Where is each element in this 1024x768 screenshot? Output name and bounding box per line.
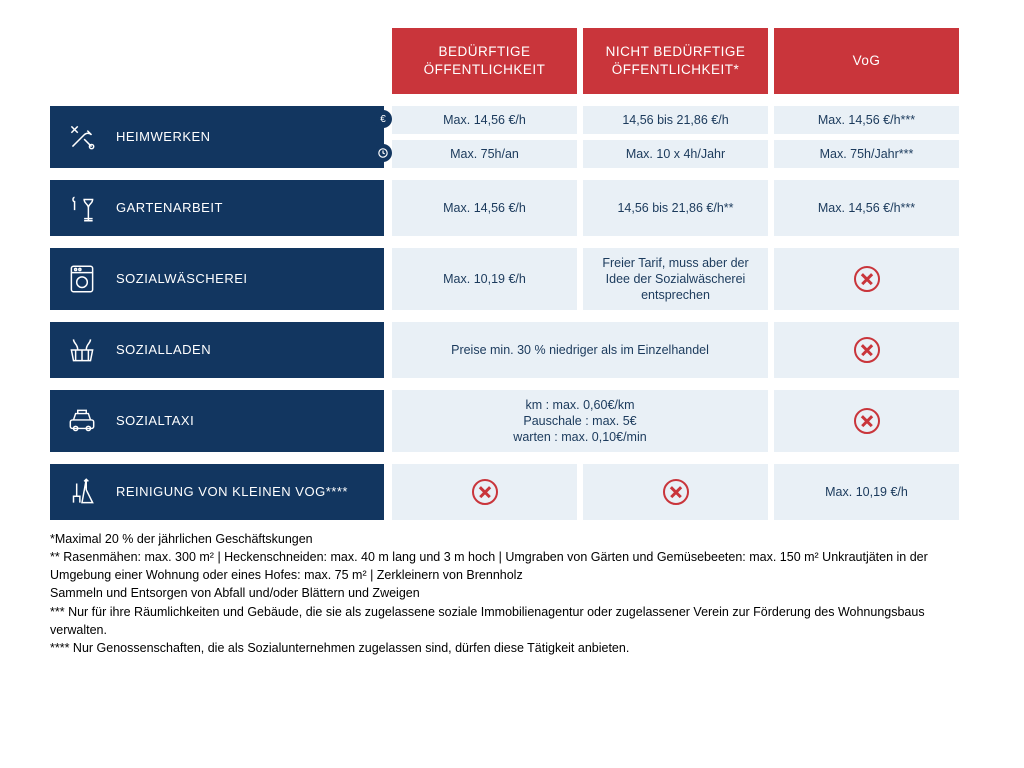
- cell-reinigung-3: Max. 10,19 €/h: [774, 464, 959, 520]
- cell-heimwerken-time-1: Max. 75h/an: [392, 140, 577, 168]
- basket-icon: [62, 333, 102, 367]
- cross-icon: [854, 337, 880, 363]
- cross-icon: [854, 408, 880, 434]
- cross-icon: [663, 479, 689, 505]
- cell-reinigung-2: [583, 464, 768, 520]
- washer-icon: [62, 262, 102, 296]
- cell-taxi-merged: km : max. 0,60€/km Pauschale : max. 5€ w…: [392, 390, 768, 452]
- tools-icon: [62, 120, 102, 154]
- euro-badge: €: [374, 110, 392, 128]
- row-label-reinigung: REINIGUNG VON KLEINEN VOG****: [50, 464, 384, 520]
- row-label-text: HEIMWERKEN: [116, 129, 211, 145]
- cell-laden-merged: Preise min. 30 % niedriger als im Einzel…: [392, 322, 768, 378]
- footnotes: *Maximal 20 % der jährlichen Geschäftsku…: [50, 530, 974, 657]
- footnote-line: *Maximal 20 % der jährlichen Geschäftsku…: [50, 530, 974, 548]
- cell-heimwerken-euro-1: Max. 14,56 €/h: [392, 106, 577, 134]
- cell-waescherei-1: Max. 10,19 €/h: [392, 248, 577, 310]
- cell-reinigung-1: [392, 464, 577, 520]
- footnote-line: Sammeln und Entsorgen von Abfall und/ode…: [50, 584, 974, 602]
- row-label-text: SOZIALTAXI: [116, 413, 194, 429]
- footnote-line: *** Nur für ihre Räumlichkeiten und Gebä…: [50, 603, 974, 639]
- footnote-line: ** Rasenmähen: max. 300 m² | Heckenschne…: [50, 548, 974, 584]
- taxi-icon: [62, 404, 102, 438]
- footnote-line: **** Nur Genossenschaften, die als Sozia…: [50, 639, 974, 657]
- cell-heimwerken-time-3: Max. 75h/Jahr***: [774, 140, 959, 168]
- cell-garten-2: 14,56 bis 21,86 €/h**: [583, 180, 768, 236]
- cell-garten-3: Max. 14,56 €/h***: [774, 180, 959, 236]
- row-label-text: REINIGUNG VON KLEINEN VOG****: [116, 484, 348, 500]
- row-label-text: SOZIALWÄSCHEREI: [116, 271, 248, 287]
- cell-waescherei-3: [774, 248, 959, 310]
- garden-icon: [62, 191, 102, 225]
- cell-laden-3: [774, 322, 959, 378]
- header-col-1: BEDÜRFTIGE ÖFFENTLICHKEIT: [392, 28, 577, 94]
- clock-badge: [374, 144, 392, 162]
- row-label-garten: GARTENARBEIT: [50, 180, 384, 236]
- row-label-laden: SOZIALLADEN: [50, 322, 384, 378]
- row-label-text: SOZIALLADEN: [116, 342, 211, 358]
- row-label-heimwerken: HEIMWERKEN: [50, 106, 384, 168]
- pricing-table: BEDÜRFTIGE ÖFFENTLICHKEIT NICHT BEDÜRFTI…: [50, 28, 974, 520]
- cell-heimwerken-euro-2: 14,56 bis 21,86 €/h: [583, 106, 768, 134]
- cross-icon: [472, 479, 498, 505]
- cell-garten-1: Max. 14,56 €/h: [392, 180, 577, 236]
- header-col-3: VoG: [774, 28, 959, 94]
- cell-heimwerken-time-2: Max. 10 x 4h/Jahr: [583, 140, 768, 168]
- cross-icon: [854, 266, 880, 292]
- row-label-waescherei: SOZIALWÄSCHEREI: [50, 248, 384, 310]
- row-label-text: GARTENARBEIT: [116, 200, 223, 216]
- row-label-taxi: SOZIALTAXI: [50, 390, 384, 452]
- cell-waescherei-2: Freier Tarif, muss aber der Idee der Soz…: [583, 248, 768, 310]
- cleaning-icon: [62, 475, 102, 509]
- cell-heimwerken-euro-3: Max. 14,56 €/h***: [774, 106, 959, 134]
- cell-taxi-3: [774, 390, 959, 452]
- header-col-2: NICHT BEDÜRFTIGE ÖFFENTLICHKEIT*: [583, 28, 768, 94]
